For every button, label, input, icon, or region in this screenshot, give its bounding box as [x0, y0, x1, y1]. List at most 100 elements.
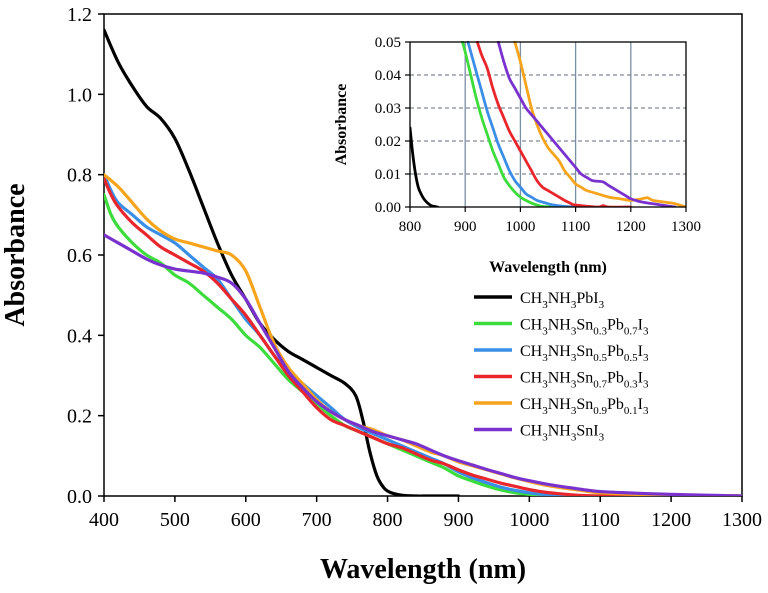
legend-text-part: I — [638, 396, 643, 413]
main-x-tick-label: 900 — [443, 509, 473, 531]
inset-plot-frame — [409, 41, 687, 208]
main-y-tick-label: 0.8 — [67, 165, 92, 187]
main-y-tick-label: 1.0 — [67, 84, 92, 106]
inset-y-tick-label: 0.03 — [375, 101, 401, 117]
legend-text-part: Pb — [607, 370, 624, 387]
main-y-tick-label: 0.6 — [67, 245, 92, 267]
main-y-tick-label: 0.0 — [67, 486, 92, 508]
legend-subscript: 0.7 — [624, 326, 638, 338]
legend-text-part: CH — [520, 317, 543, 334]
main-x-tick-label: 1200 — [651, 509, 691, 531]
legend-subscript: 3 — [643, 352, 649, 364]
inset-line-ch3nh3pbi3 — [410, 126, 439, 207]
inset-line-ch3nh3sn0-9pb0-1i3 — [513, 41, 686, 207]
main-series-group — [104, 28, 742, 496]
main-x-tick-label: 700 — [302, 509, 332, 531]
legend-text-part: NH — [548, 317, 572, 334]
inset-y-tick-label: 0.02 — [375, 134, 401, 150]
legend-text-part: PbI — [576, 290, 598, 307]
inset-y-tick-label: 0.04 — [375, 68, 402, 84]
main-x-tick-label: 600 — [231, 509, 261, 531]
legend-text-part: Pb — [607, 396, 624, 413]
legend-entry: CH3NH3Sn0.5Pb0.5I3 — [520, 343, 649, 364]
legend-subscript: 0.5 — [624, 352, 638, 364]
legend-text-part: Pb — [607, 317, 624, 334]
main-line-ch3nh3pbi3 — [104, 28, 461, 496]
legend-text-part: Sn — [576, 317, 593, 334]
legend-subscript: 0.1 — [624, 405, 638, 417]
legend-text-part: CH — [520, 370, 543, 387]
legend-text-part: CH — [520, 423, 543, 440]
legend-text-part: Sn — [576, 370, 593, 387]
legend-subscript: 3 — [643, 379, 649, 391]
legend-text-part: CH — [520, 396, 543, 413]
inset-x-tick-label: 800 — [399, 219, 422, 235]
legend-text-part: I — [638, 317, 643, 334]
legend-subscript: 3 — [542, 352, 548, 364]
inset-x-tick-label: 1100 — [561, 219, 590, 235]
inset-x-tick-label: 1200 — [616, 219, 646, 235]
main-x-tick-label: 1300 — [722, 509, 762, 531]
legend-subscript: 3 — [643, 326, 649, 338]
main-x-axis-title: Wavelength (nm) — [320, 554, 526, 585]
legend-subscript: 3 — [571, 326, 577, 338]
main-y-tick-label: 0.2 — [67, 406, 92, 428]
legend-text-part: CH — [520, 343, 543, 360]
inset-series-group — [410, 41, 686, 207]
inset-line-ch3nh3sni3 — [496, 41, 677, 207]
legend-subscript: 3 — [542, 299, 548, 311]
main-y-tick-label: 1.2 — [67, 4, 92, 26]
main-x-tick-label: 1000 — [509, 509, 549, 531]
main-line-ch3nh3sni3 — [104, 233, 742, 496]
legend-subscript: 3 — [571, 405, 577, 417]
legend-text-part: Sn — [576, 396, 593, 413]
legend-text-part: I — [638, 343, 643, 360]
legend-text-part: Sn — [576, 343, 593, 360]
main-x-tick-label: 400 — [89, 509, 119, 531]
legend-text-part: CH — [520, 290, 543, 307]
legend-subscript: 3 — [542, 326, 548, 338]
legend-subscript: 3 — [571, 352, 577, 364]
inset-x-tick-label: 1300 — [671, 219, 701, 235]
legend-subscript: 0.3 — [624, 379, 638, 391]
main-y-tick-label: 0.4 — [67, 325, 92, 347]
inset-line-ch3nh3sn0-3pb0-7i3 — [461, 41, 577, 207]
legend-subscript: 0.3 — [593, 326, 607, 338]
legend-entry: CH3NH3SnI3 — [520, 423, 605, 444]
inset-y-tick-label: 0.01 — [375, 167, 401, 183]
main-line-ch3nh3sn0-7pb0-3i3 — [104, 177, 742, 496]
main-x-tick-label: 800 — [373, 509, 403, 531]
legend-subscript: 3 — [542, 379, 548, 391]
main-y-axis-title: Absorbance — [0, 183, 31, 326]
legend-subscript: 3 — [571, 299, 577, 311]
inset-x-axis-title: Wavelength (nm) — [489, 259, 607, 276]
legend-text-part: NH — [548, 396, 572, 413]
legend-text-part: SnI — [576, 423, 598, 440]
legend-subscript: 3 — [599, 299, 605, 311]
inset-x-tick-label: 900 — [454, 219, 477, 235]
inset-background — [410, 42, 686, 207]
legend-subscript: 0.9 — [593, 405, 607, 417]
legend-entry: CH3NH3Sn0.9Pb0.1I3 — [520, 396, 649, 417]
legend-text-part: NH — [548, 343, 572, 360]
legend-subscript: 0.7 — [593, 379, 607, 391]
legend-entry: CH3NH3PbI3 — [520, 290, 605, 311]
legend-text-part: NH — [548, 423, 572, 440]
legend-subscript: 3 — [542, 405, 548, 417]
legend-text-part: I — [638, 370, 643, 387]
main-x-tick-label: 1100 — [581, 509, 620, 531]
legend-subscript: 3 — [571, 379, 577, 391]
inset-y-tick-label: 0.05 — [375, 35, 401, 51]
inset-y-tick-label: 0.00 — [375, 200, 401, 216]
legend-subscript: 0.5 — [593, 352, 607, 364]
legend-entry: CH3NH3Sn0.7Pb0.3I3 — [520, 370, 649, 391]
inset-x-tick-label: 1000 — [505, 219, 535, 235]
legend-entry: CH3NH3Sn0.3Pb0.7I3 — [520, 317, 649, 338]
main-x-tick-label: 500 — [160, 509, 190, 531]
legend-text-part: Pb — [607, 343, 624, 360]
legend-subscript: 3 — [542, 432, 548, 444]
legend-subscript: 3 — [643, 405, 649, 417]
inset-line-ch3nh3sn0-5pb0-5i3 — [466, 41, 577, 207]
